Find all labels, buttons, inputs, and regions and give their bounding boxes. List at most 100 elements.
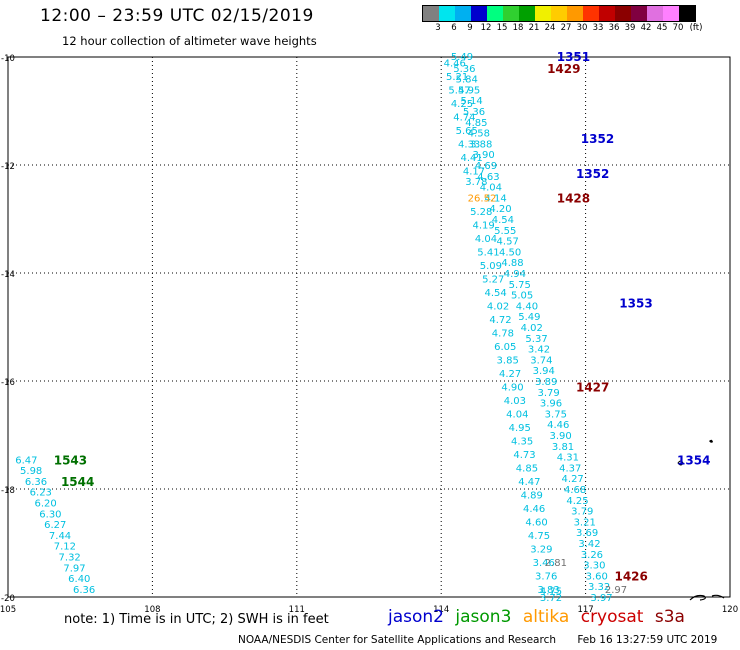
wave-height-value: 4.25 [451, 99, 473, 110]
wave-height-value: 4.04 [480, 183, 502, 194]
scale-tick-label: 6 [451, 23, 457, 33]
wave-height-value: 7.12 [54, 542, 76, 553]
wave-height-value: 3.83 [537, 585, 559, 596]
lon-label: 108 [144, 605, 160, 615]
scale-swatch [631, 6, 647, 21]
wave-height-value: 3.69 [576, 528, 598, 539]
wave-height-value: 7.44 [49, 531, 71, 542]
scale-tick-label: 42 [640, 23, 652, 33]
wave-height-value: 4.02 [487, 301, 509, 312]
wave-height-value: 3.78 [465, 177, 487, 188]
wave-height-value: 3.32 [588, 582, 610, 593]
wave-height-value: 4.54 [485, 288, 507, 299]
wave-height-value: 4.94 [504, 269, 526, 280]
wave-height-value: 4.85 [516, 463, 538, 474]
wave-height-value: 3.90 [550, 431, 572, 442]
pass-time-label: 1427 [576, 380, 609, 394]
page-title: 12:00 – 23:59 UTC 02/15/2019 [40, 6, 314, 26]
wave-height-value: 4.78 [492, 328, 514, 339]
lat-label: -16 [1, 378, 15, 388]
wave-height-value: 3.89 [535, 377, 557, 388]
wave-height-value: 6.27 [44, 520, 66, 531]
scale-swatch [455, 6, 471, 21]
wave-height-value: 5.95 [458, 85, 480, 96]
wave-height-value: 4.02 [521, 323, 543, 334]
wave-height-value: 6.20 [34, 499, 56, 510]
pass-time-label: 1353 [619, 297, 652, 311]
wave-height-value: 4.46 [523, 504, 545, 515]
wave-height-value: 3.72 [540, 593, 562, 604]
scale-tick-label: 33 [592, 23, 604, 33]
page-subtitle: 12 hour collection of altimeter wave hei… [62, 34, 317, 48]
wave-height-value: 4.69 [475, 161, 497, 172]
wave-height-value: 4.04 [475, 234, 497, 245]
pass-time-label: 1544 [61, 475, 94, 489]
lat-label: -10 [1, 54, 15, 64]
wave-height-value: 4.37 [559, 463, 581, 474]
wave-height-value: 4.73 [513, 450, 535, 461]
lat-label: -18 [1, 486, 15, 496]
scale-tick-label: 30 [576, 23, 588, 33]
scale-swatch [647, 6, 663, 21]
lon-label: 120 [722, 605, 738, 615]
wave-height-value: 2.97 [605, 585, 627, 596]
wave-height-points: 5.495.365.845.955.145.364.854.583.883.90… [15, 52, 627, 604]
wave-height-value: 4.95 [509, 423, 531, 434]
scale-tick-label: 3 [435, 23, 441, 33]
wave-height-value: 5.49 [451, 52, 473, 63]
wave-height-value: 4.25 [566, 496, 588, 507]
wave-height-value: 3.94 [533, 366, 555, 377]
scale-tick-label: 15 [496, 23, 508, 33]
wave-height-value: 3.75 [545, 409, 567, 420]
scale-swatch [663, 6, 679, 21]
scale-swatch [567, 6, 583, 21]
scale-tick-label: 18 [512, 23, 524, 33]
pass-time-label: 1429 [547, 62, 580, 76]
footer-source: NOAA/NESDIS Center for Satellite Applica… [238, 634, 556, 646]
wave-height-value: 5.36 [463, 107, 485, 118]
wave-height-value: 4.47 [518, 477, 540, 488]
wave-height-value: 5.84 [456, 75, 478, 86]
wave-height-value: 4.63 [477, 172, 499, 183]
wave-height-value: 4.04 [506, 409, 528, 420]
wave-height-value: 5.37 [525, 334, 547, 345]
scale-tick-label: 45 [656, 23, 668, 33]
wave-height-value: 6.36 [25, 477, 47, 488]
footer-timestamp: Feb 16 13:27:59 UTC 2019 [577, 634, 718, 646]
landmass-group [677, 439, 725, 601]
wave-height-value: 4.31 [557, 453, 579, 464]
wave-height-value: 3.42 [578, 539, 600, 550]
wave-height-value: 4.14 [485, 193, 507, 204]
wave-height-value: 3.29 [530, 544, 552, 555]
scale-swatch [487, 6, 503, 21]
wave-height-value: 4.27 [562, 474, 584, 485]
wave-height-value: 3.88 [470, 139, 492, 150]
wave-height-value: 5.09 [480, 261, 502, 272]
wave-height-value: 3.85 [497, 355, 519, 366]
pass-time-label: 1543 [54, 453, 87, 467]
wave-height-value: 3.42 [528, 345, 550, 356]
wave-height-value: 4.35 [511, 436, 533, 447]
legend-jason3: jason3 [455, 607, 512, 627]
scale-tick-label: 39 [624, 23, 636, 33]
wave-height-value: 5.55 [494, 226, 516, 237]
scale-tick-label: 12 [480, 23, 492, 33]
scale-swatch [615, 6, 631, 21]
wave-height-value: 3.90 [472, 150, 494, 161]
wave-height-value: 6.05 [494, 342, 516, 353]
wave-height-value: 5.49 [518, 312, 540, 323]
wave-height-value: 5.27 [482, 274, 504, 285]
coastline-shape [689, 594, 725, 601]
wave-height-value: 4.90 [501, 382, 523, 393]
map-grid [7, 56, 731, 598]
wave-height-value: 3.81 [552, 442, 574, 453]
wave-height-value: 5.65 [456, 126, 478, 137]
wave-height-value: 4.19 [472, 220, 494, 231]
wave-height-value: 4.74 [453, 112, 475, 123]
wave-height-value: 7.97 [63, 563, 85, 574]
wave-height-value: 3.21 [574, 517, 596, 528]
island-shape [709, 439, 713, 443]
wave-height-value: 4.41 [460, 153, 482, 164]
